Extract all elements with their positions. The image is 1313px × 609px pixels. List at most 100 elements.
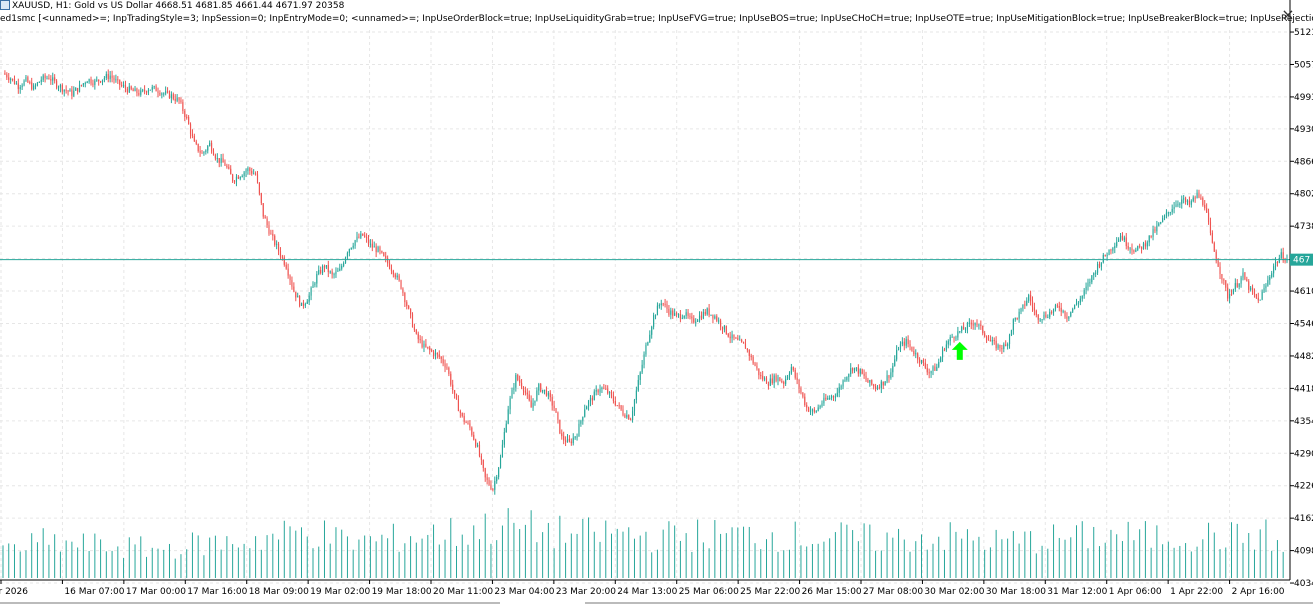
candle-body — [44, 75, 46, 79]
candle-body — [530, 400, 532, 408]
candle-body — [312, 284, 314, 288]
candle-body — [170, 94, 172, 99]
candle-body — [1041, 319, 1043, 321]
candle-body — [117, 79, 119, 81]
candle-body — [605, 388, 607, 390]
candle-body — [775, 375, 777, 381]
candle-body — [1121, 235, 1124, 241]
x-tick-label: 30 Mar 18:00 — [986, 587, 1046, 597]
candle-body — [457, 399, 460, 412]
candle-body — [1070, 311, 1072, 317]
candle-body — [819, 405, 821, 408]
y-tick-label: 4993 — [1294, 93, 1313, 103]
candle-body — [371, 243, 373, 248]
candle-body — [1194, 197, 1196, 199]
candle-body — [1217, 260, 1219, 267]
candle-body — [899, 344, 902, 349]
candle-body — [1068, 316, 1070, 319]
candle-body — [339, 268, 341, 271]
candle-body — [1125, 237, 1127, 247]
candle-body — [978, 324, 980, 326]
candle-body — [727, 333, 729, 337]
candle-body — [297, 296, 299, 298]
candle-body — [597, 389, 599, 393]
candle-body — [285, 264, 287, 269]
buy-signal-arrow — [951, 341, 968, 360]
candle-body — [446, 367, 448, 369]
candle-body — [681, 317, 683, 319]
candle-body — [88, 79, 90, 82]
candle-body — [293, 286, 295, 292]
candle-body — [197, 143, 199, 151]
candle-body — [195, 141, 197, 144]
candle-body — [522, 387, 525, 391]
indicator-parameters: ed1smc [<unnamed>=; InpTradingStyle=3; I… — [0, 14, 1313, 24]
candle-body — [348, 249, 350, 253]
candle-body — [21, 85, 23, 88]
candle-body — [984, 333, 986, 337]
candle-body — [624, 414, 626, 418]
close-icon[interactable]: × — [1281, 5, 1295, 24]
candle-body — [467, 422, 469, 424]
candle-body — [233, 181, 236, 183]
candle-body — [496, 477, 498, 482]
candle-body — [1091, 275, 1093, 283]
candle-body — [1179, 203, 1181, 205]
candle-body — [350, 247, 352, 250]
candle-body — [773, 375, 775, 384]
candle-body — [811, 409, 814, 411]
candle-body — [1253, 292, 1256, 295]
candle-body — [241, 175, 243, 177]
candle-body — [42, 75, 44, 80]
candle-body — [1031, 301, 1034, 308]
candle-body — [107, 74, 109, 79]
candle-body — [499, 457, 502, 468]
candle-body — [1173, 206, 1175, 209]
candle-body — [421, 339, 423, 348]
candle-body — [400, 280, 402, 289]
candle-body — [781, 381, 783, 383]
candle-body — [1206, 208, 1208, 213]
candle-body — [1146, 242, 1148, 247]
candle-body — [1286, 259, 1288, 262]
candle-body — [274, 235, 276, 245]
candle-body — [534, 400, 536, 403]
candle-body — [716, 316, 718, 321]
candle-body — [1163, 215, 1166, 219]
candle-body — [976, 322, 978, 325]
candle-body — [511, 389, 513, 399]
candle-body — [953, 336, 955, 339]
candle-body — [1251, 287, 1254, 293]
candle-body — [1114, 246, 1116, 249]
candle-body — [329, 271, 331, 273]
candle-body — [440, 356, 442, 360]
candle-body — [951, 336, 953, 338]
candle-body — [1033, 307, 1035, 311]
candle-body — [300, 302, 303, 306]
candle-body — [86, 81, 88, 84]
candle-body — [331, 271, 333, 275]
candle-body — [783, 381, 785, 384]
candle-body — [698, 315, 701, 321]
candle-body — [408, 306, 410, 309]
candle-body — [742, 341, 745, 344]
candle-body — [268, 225, 270, 234]
candle-body — [1211, 232, 1213, 243]
candle-body — [1282, 252, 1284, 261]
candle-body — [1014, 317, 1016, 320]
candle-body — [741, 339, 743, 342]
candle-body — [943, 349, 946, 351]
candle-body — [649, 334, 651, 343]
candle-body — [287, 268, 289, 276]
candle-body — [928, 372, 930, 374]
candle-body — [672, 310, 674, 316]
candle-body — [84, 83, 86, 85]
candle-body — [157, 91, 159, 93]
candle-body — [515, 374, 517, 388]
candle-body — [549, 392, 551, 398]
candle-body — [366, 236, 368, 239]
candle-body — [1096, 264, 1099, 273]
